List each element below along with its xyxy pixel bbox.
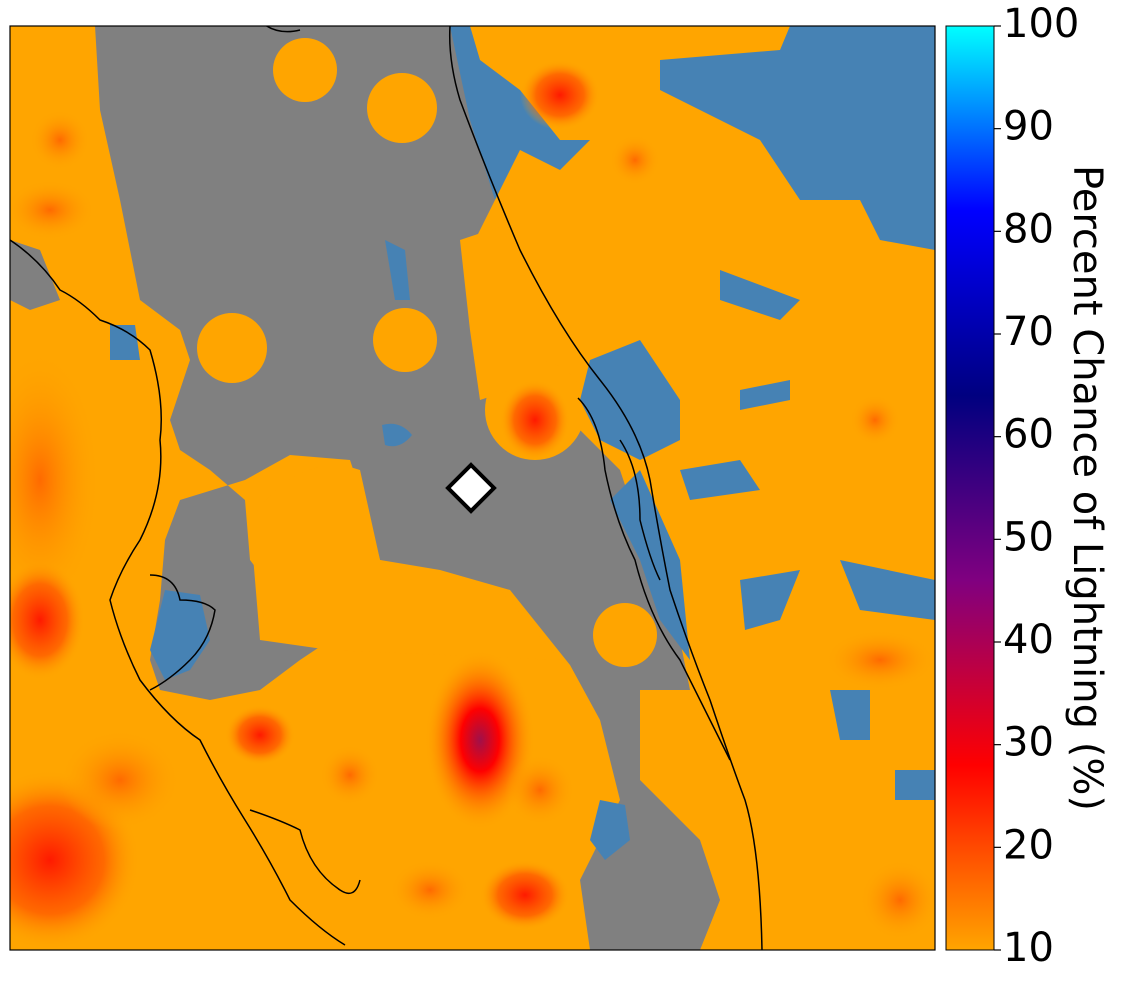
coastline xyxy=(10,26,763,950)
colorbar-tick-label: 10 xyxy=(1003,925,1054,971)
colorbar-tick-label: 70 xyxy=(1003,309,1054,355)
map xyxy=(10,26,935,950)
no-lightning-region xyxy=(95,26,720,950)
colorbar-tick-label: 60 xyxy=(1003,412,1054,458)
colorbar xyxy=(945,25,995,951)
colorbar-tick-label: 90 xyxy=(1003,104,1054,150)
colorbar-tick-label: 50 xyxy=(1003,514,1054,560)
water-patches xyxy=(110,26,935,860)
colorbar-tick-label: 100 xyxy=(1003,1,1079,47)
colorbar-tick-label: 80 xyxy=(1003,206,1054,252)
no-lightning-region xyxy=(10,240,60,310)
higher-chance-areas xyxy=(10,60,935,950)
colorbar-tick-label: 40 xyxy=(1003,617,1054,663)
map-frame xyxy=(9,25,936,951)
colorbar-tick-label: 20 xyxy=(1003,822,1054,868)
colorbar-tick-label: 30 xyxy=(1003,720,1054,766)
colorbar-label: Percent Chance of Lightning (%) xyxy=(1064,165,1110,811)
site-marker xyxy=(445,462,497,514)
